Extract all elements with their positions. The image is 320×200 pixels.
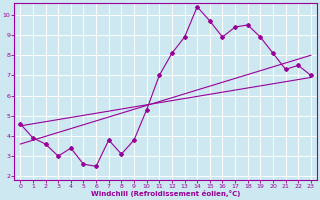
X-axis label: Windchill (Refroidissement éolien,°C): Windchill (Refroidissement éolien,°C) (91, 190, 240, 197)
